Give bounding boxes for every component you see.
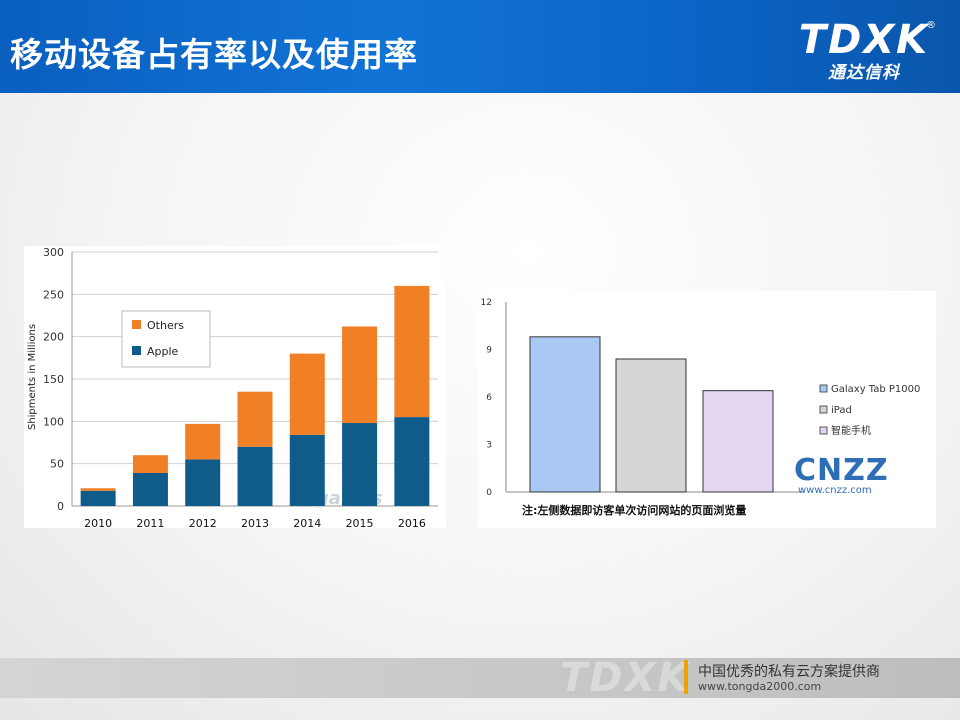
bar-apple-2013 <box>237 446 273 506</box>
y-tick-label: 150 <box>43 373 64 386</box>
footer-url: www.tongda2000.com <box>698 680 822 693</box>
bar-ipad <box>615 358 687 493</box>
legend-swatch <box>819 405 828 414</box>
y-tick-label: 300 <box>43 246 64 259</box>
y-tick-label: 9 <box>486 346 492 356</box>
footer-accent <box>684 660 688 694</box>
x-tick-label: 2014 <box>293 517 321 528</box>
logo-mark: TDXK <box>798 17 930 63</box>
header-bar: 移动设备占有率以及使用率 TDXK ® 通达信科 <box>0 0 960 93</box>
bar-others-2016 <box>394 285 430 418</box>
y-tick-label: 6 <box>486 393 492 403</box>
chart-note: 注:左侧数据即访客单次访问网站的页面浏览量 <box>522 503 746 517</box>
shipments-chart-panel: 0 50 100 150 200 250 300 Shipments in Millions P… <box>24 246 446 530</box>
bar-apple-2010 <box>80 490 116 506</box>
legend-swatch <box>819 426 828 435</box>
x-tick-label: 2010 <box>84 517 112 528</box>
bar-others-2010 <box>80 488 116 491</box>
legend-swatch-apple <box>132 346 141 355</box>
legend-label: 智能手机 <box>831 424 871 437</box>
legend-label-apple: Apple <box>147 345 179 358</box>
legend-swatch <box>819 384 828 393</box>
bar-others-2012 <box>185 423 221 460</box>
bar-apple-2014 <box>289 434 325 506</box>
x-tick-label: 2012 <box>189 517 217 528</box>
legend-label-others: Others <box>147 319 184 332</box>
footer-slogan: 中国优秀的私有云方案提供商 <box>698 664 880 680</box>
x-tick-label: 2011 <box>136 517 164 528</box>
pageview-chart-panel: 0 3 6 9 12 Galaxy Tab P1000 iPad 智能手机 CNZZ www.cn… <box>478 291 936 528</box>
y-tick-label: 50 <box>50 458 64 471</box>
legend-swatch-others <box>132 320 141 329</box>
y-tick-label: 100 <box>43 415 64 428</box>
bar-others-2013 <box>237 391 273 447</box>
y-tick-label: 200 <box>43 331 64 344</box>
bar-apple-2015 <box>342 423 378 506</box>
logo-subtitle: 通达信科 <box>828 63 900 83</box>
y-tick-label: 250 <box>43 288 64 301</box>
page-title: 移动设备占有率以及使用率 <box>10 35 418 74</box>
y-tick-label: 0 <box>57 500 64 513</box>
y-tick-label: 0 <box>486 488 492 498</box>
logo-registered: ® <box>926 20 936 31</box>
y-tick-label: 12 <box>481 298 492 308</box>
footer-watermark: TDXK <box>560 655 691 701</box>
bar-apple-2011 <box>132 472 168 506</box>
footer-bar <box>0 658 960 698</box>
y-tick-label: 3 <box>486 441 492 451</box>
x-tick-label: 2013 <box>241 517 269 528</box>
bar-others-2011 <box>132 455 168 473</box>
cnzz-watermark: CNZZ <box>794 453 889 488</box>
company-logo: TDXK ® 通达信科 <box>798 17 936 88</box>
bar-galaxy-tab <box>529 336 601 493</box>
x-tick-label: 2016 <box>398 517 426 528</box>
bar-apple-2012 <box>185 459 221 506</box>
bar-others-2015 <box>342 326 378 424</box>
bar-apple-2016 <box>394 417 430 506</box>
pageview-chart: 0 3 6 9 12 Galaxy Tab P1000 iPad 智能手机 CNZZwww.cn… <box>481 298 921 517</box>
legend-label: Galaxy Tab P1000 <box>831 384 920 395</box>
bar-others-2014 <box>289 353 325 435</box>
legend-label: iPad <box>831 405 852 416</box>
bar-smartphone <box>702 390 774 493</box>
x-tick-label: 2015 <box>346 517 374 528</box>
y-axis-label: Shipments in Millions <box>27 324 38 430</box>
cnzz-url: www.cnzz.com <box>798 485 872 496</box>
